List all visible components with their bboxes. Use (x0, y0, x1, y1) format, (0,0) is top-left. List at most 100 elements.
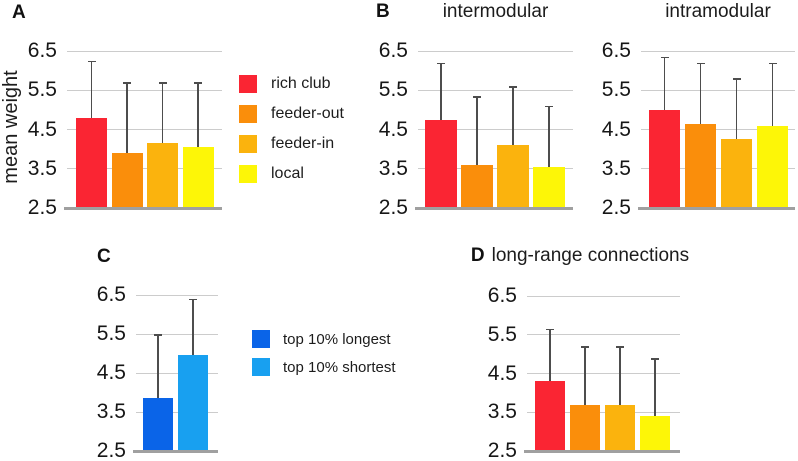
x-axis-baseline (524, 449, 680, 453)
y-tick-label: 6.5 (27, 39, 57, 62)
error-bar (126, 82, 128, 154)
error-bar (476, 96, 478, 165)
gridline (418, 50, 573, 52)
y-tick-label: 5.5 (601, 78, 631, 102)
panel-b1-title: intermodular (442, 1, 549, 22)
gridline (418, 89, 573, 91)
panel-b2-title: intramodular (665, 1, 771, 22)
gridline (67, 129, 222, 130)
error-bar (90, 60, 93, 118)
error-bar-cap (696, 62, 705, 65)
bar-top-10-shortest (178, 355, 208, 451)
error-bar (584, 346, 586, 405)
error-bar (192, 298, 194, 356)
gridline (527, 334, 680, 336)
panel-a-label: A (12, 2, 26, 23)
y-tick-label: 5.5 (96, 322, 126, 345)
legend-label: local (271, 165, 304, 182)
legend-item-top10-longest: top 10% longest (252, 330, 396, 348)
bar-feeder-in (497, 145, 529, 208)
y-tick-label: 6.5 (378, 39, 408, 62)
error-bar (549, 328, 551, 382)
legend-label: top 10% longest (283, 330, 391, 348)
y-tick-label: 3.5 (601, 156, 631, 180)
panel-d-title: D long-range connections (455, 245, 705, 267)
legend-label: top 10% shortest (283, 358, 396, 376)
chart-c: 2.5 3.5 4.5 5.5 6.5 (97, 283, 218, 461)
error-bar-cap (194, 82, 202, 84)
legend-item-rich-club: rich club (239, 75, 344, 93)
error-bar-cap (437, 62, 445, 65)
y-tick-label: 3.5 (378, 156, 408, 180)
panel-c-label: C (97, 246, 111, 267)
error-bar-cap (189, 298, 197, 301)
legend-path-length-groups: top 10% longest top 10% shortest (252, 330, 396, 376)
bar-feeder-in (147, 143, 178, 208)
bar-feeder-out (570, 404, 600, 451)
y-tick-label: 5.5 (378, 78, 408, 102)
y-tick-label: 2.5 (487, 439, 517, 461)
top10-longest-swatch (252, 330, 270, 348)
y-tick-label: 6.5 (601, 39, 631, 62)
y-tick-label: 3.5 (27, 156, 57, 180)
error-bar (548, 105, 550, 167)
error-bar (512, 86, 514, 146)
gridline (641, 50, 795, 52)
error-bar (699, 62, 702, 124)
gridline (527, 295, 680, 297)
bar-local (757, 125, 788, 208)
bar-local (640, 416, 670, 451)
y-tick-label: 2.5 (378, 196, 408, 219)
gridline (418, 168, 573, 170)
gridline (136, 294, 218, 296)
error-bar-cap (616, 346, 624, 348)
gridline (527, 373, 680, 374)
error-bar-cap (509, 86, 517, 88)
error-bar (197, 82, 199, 148)
gridline (67, 168, 222, 170)
y-tick-label: 3.5 (487, 400, 517, 424)
error-bar (735, 78, 738, 140)
y-tick-label: 4.5 (487, 361, 517, 385)
chart-b-intramodular: 2.5 3.5 4.5 5.5 6.5 (602, 39, 795, 219)
bar-rich-club (535, 381, 565, 451)
top10-shortest-swatch (252, 358, 270, 376)
bar-feeder-in (721, 139, 752, 208)
gridline (67, 89, 222, 91)
gridline (418, 129, 573, 130)
y-tick-label: 2.5 (601, 196, 631, 219)
bar-rich-club (425, 119, 457, 208)
bar-rich-club (649, 109, 680, 208)
y-tick-label: 4.5 (378, 117, 408, 141)
error-bar (157, 334, 159, 399)
error-bar-cap (123, 82, 131, 84)
local-swatch (239, 165, 257, 183)
y-tick-label: 3.5 (96, 400, 126, 423)
x-axis-baseline (415, 206, 573, 210)
legend-item-local: local (239, 165, 344, 183)
gridline (136, 372, 218, 374)
y-tick-label: 4.5 (27, 117, 57, 141)
feeder-out-swatch (239, 105, 257, 123)
x-axis-baseline (638, 206, 795, 210)
error-bar-cap (581, 346, 589, 348)
gridline (136, 333, 218, 335)
bar-local (182, 147, 214, 208)
panel-b-label: B (376, 1, 390, 22)
gridline (641, 89, 795, 91)
y-tick-label: 4.5 (601, 117, 631, 141)
y-tick-label: 6.5 (96, 283, 126, 306)
chart-d: 2.5 3.5 4.5 5.5 6.5 (488, 284, 680, 461)
bar-feeder-out (461, 164, 493, 208)
bar-feeder-out (685, 123, 716, 208)
x-axis-baseline (64, 206, 222, 210)
error-bar-cap (660, 56, 669, 59)
legend-item-feeder-out: feeder-out (239, 105, 344, 123)
error-bar (161, 82, 164, 144)
legend-label: feeder-out (271, 105, 344, 122)
error-bar (440, 62, 442, 120)
error-bar-cap (545, 105, 553, 108)
legend-item-feeder-in: feeder-in (239, 135, 344, 153)
legend-rich-club-groups: rich club feeder-out feeder-in local (239, 75, 344, 183)
